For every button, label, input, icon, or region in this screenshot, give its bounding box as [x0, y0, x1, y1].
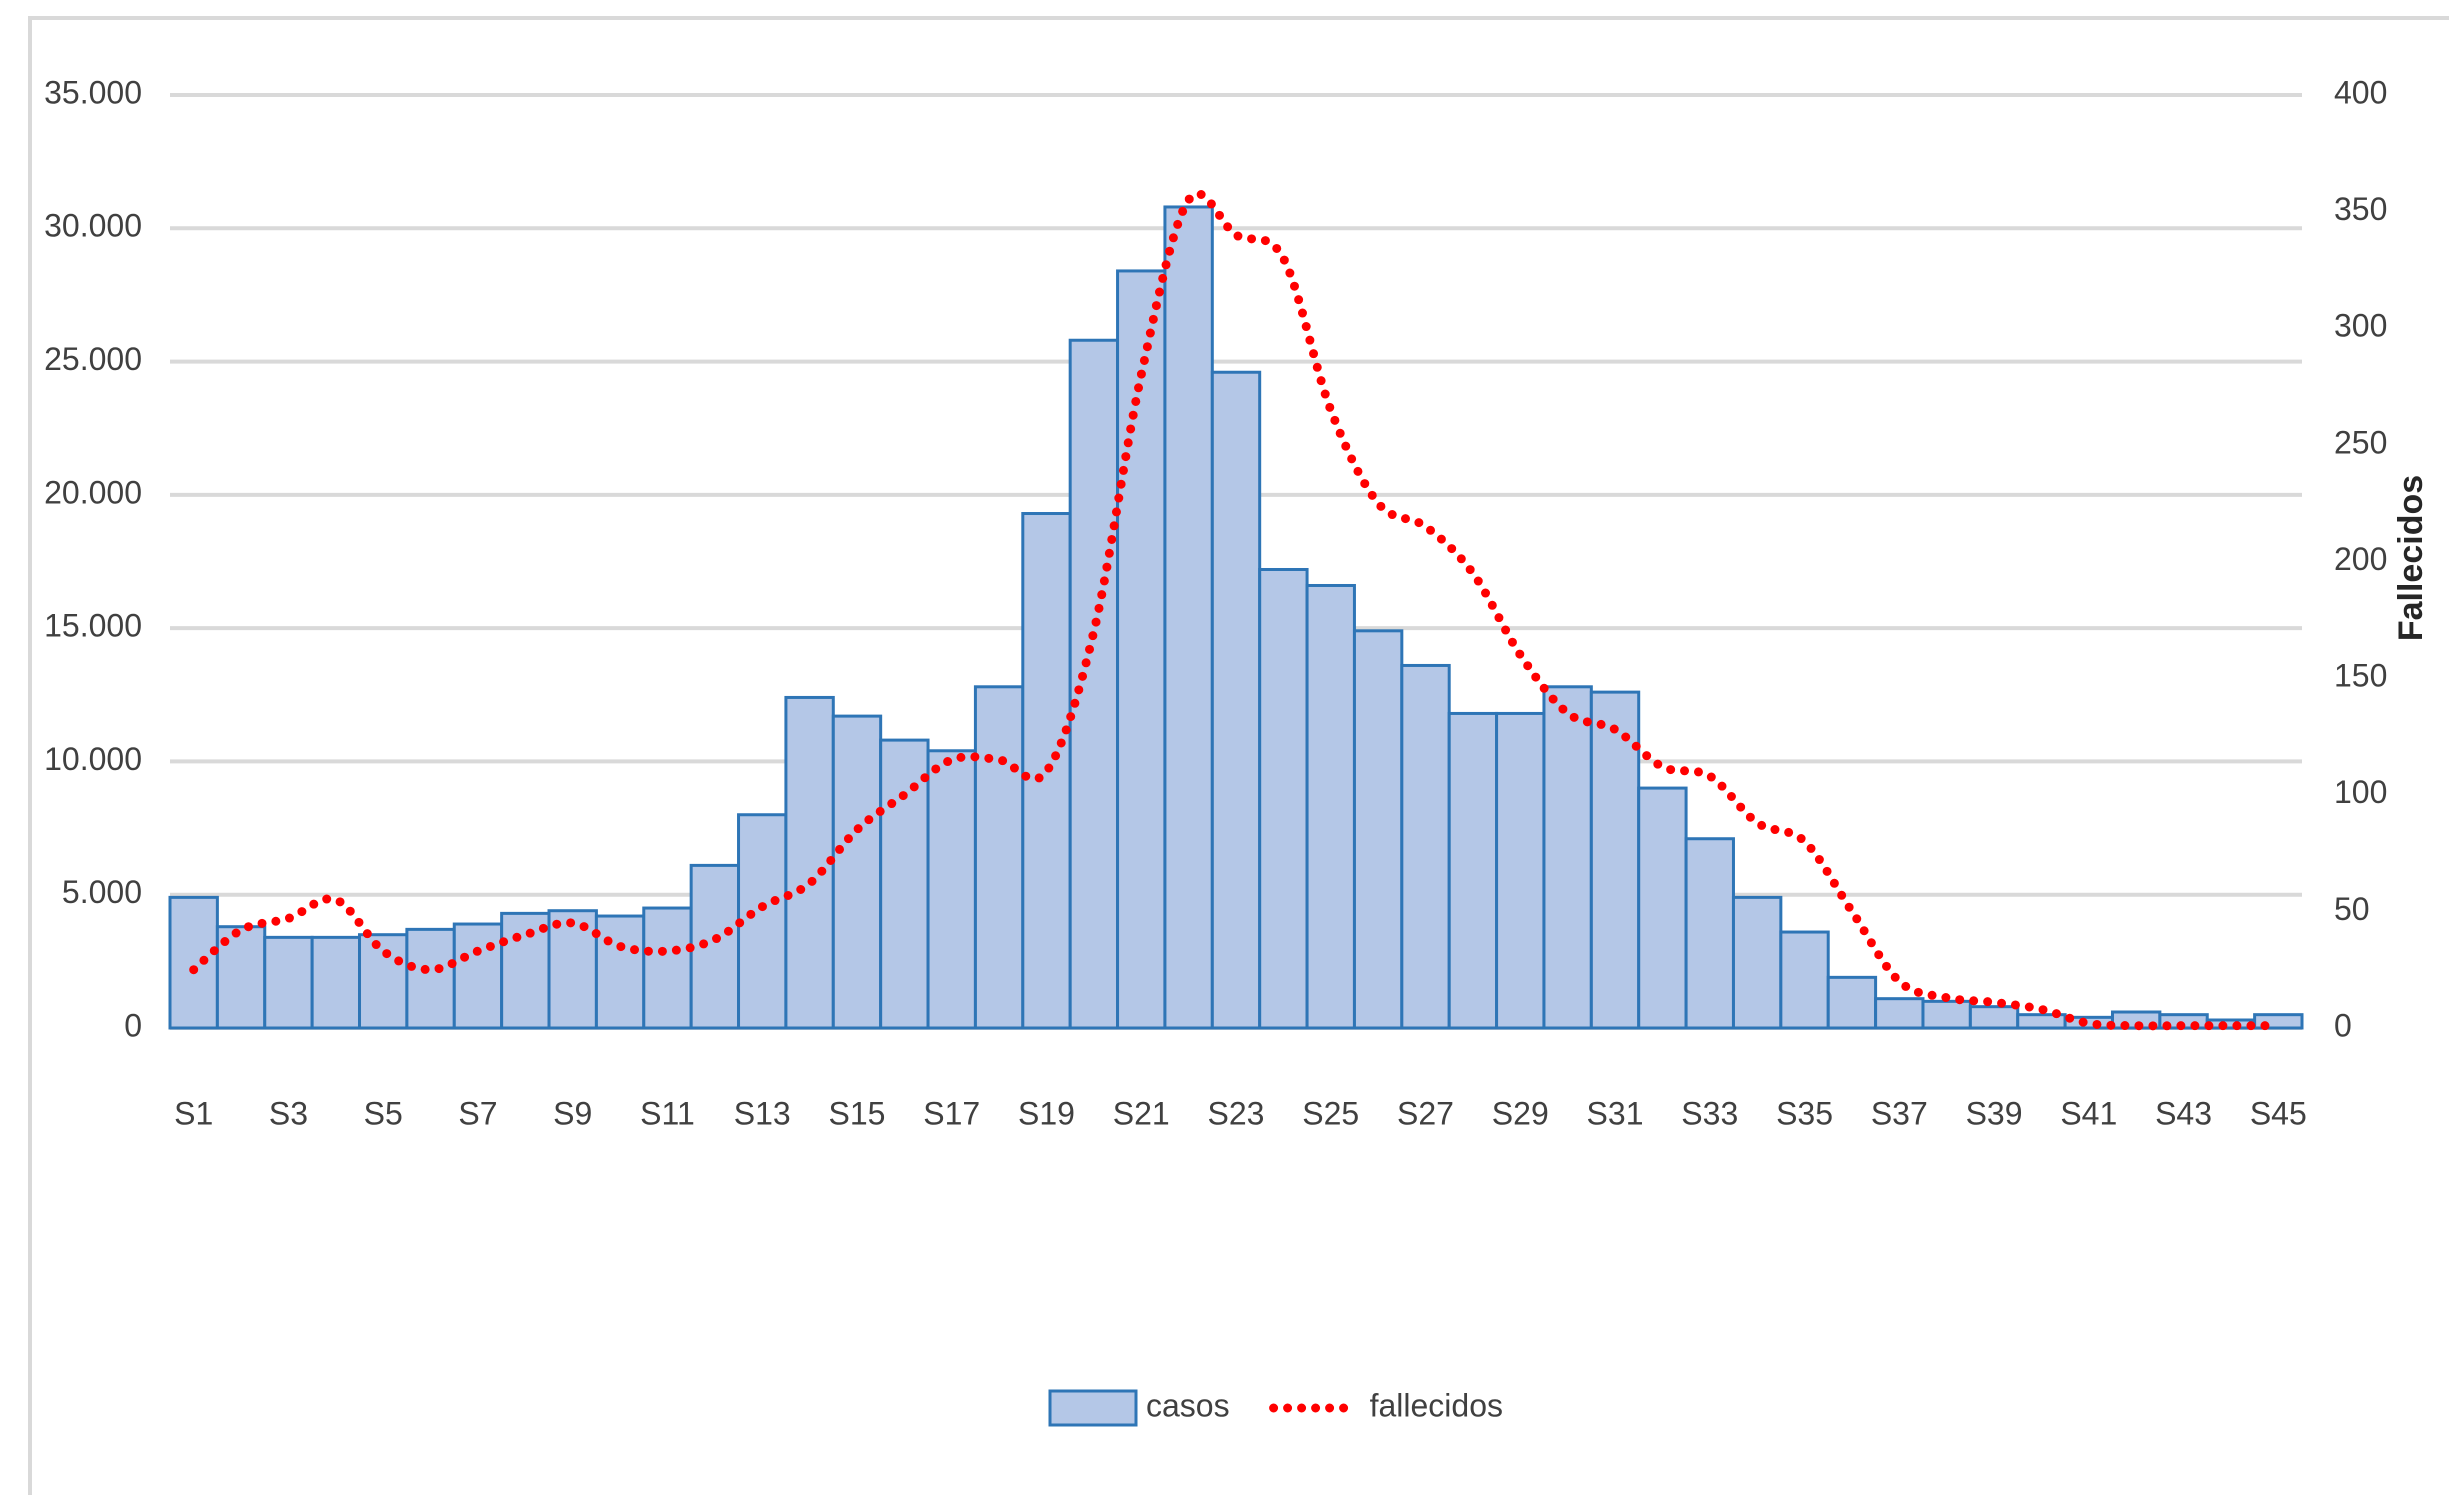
y-tick-label: 30.000 [44, 208, 142, 244]
bar [168, 895, 219, 1030]
y-tick-label: 25.000 [44, 341, 142, 377]
legend-swatch [1048, 1389, 1138, 1427]
bar [1637, 786, 1688, 1030]
legend-label: fallecidos [1370, 1387, 1503, 1423]
bar [500, 911, 551, 1030]
legend-label: casos [1146, 1387, 1230, 1423]
x-tick-label: S3 [269, 1095, 308, 1131]
bar [689, 863, 741, 1030]
x-tick-label: S9 [553, 1095, 592, 1131]
bar [1874, 997, 1925, 1030]
bar [1447, 711, 1499, 1030]
bar [1826, 975, 1878, 1030]
bar [1163, 205, 1214, 1030]
bar [973, 685, 1025, 1030]
x-tick-label: S21 [1113, 1095, 1170, 1131]
y2-tick-label: 400 [2334, 74, 2387, 110]
bar [642, 906, 693, 1030]
y2-tick-label: 200 [2334, 541, 2387, 577]
y2-tick-label: 250 [2334, 424, 2387, 460]
bar [1495, 711, 1546, 1030]
y-tick-label: 0 [124, 1007, 142, 1043]
bar [879, 738, 930, 1030]
x-tick-label: S31 [1587, 1095, 1644, 1131]
y2-tick-label: 350 [2334, 191, 2387, 227]
bar [263, 935, 314, 1030]
bar [1352, 629, 1404, 1030]
x-tick-label: S11 [640, 1095, 695, 1131]
bar [784, 695, 835, 1030]
x-tick-label: S5 [364, 1095, 403, 1131]
y-tick-label: 20.000 [44, 474, 142, 510]
bar [452, 922, 504, 1030]
bar [1210, 370, 1262, 1030]
bar [1779, 930, 1830, 1030]
bar [405, 927, 456, 1030]
bar [1116, 269, 1167, 1030]
x-tick-label: S17 [923, 1095, 980, 1131]
bar [1731, 895, 1783, 1030]
y2-tick-label: 100 [2334, 774, 2387, 810]
bar [1400, 663, 1451, 1030]
bar [547, 909, 598, 1030]
x-tick-label: S41 [2060, 1095, 2117, 1131]
x-tick-label: S19 [1018, 1095, 1075, 1131]
x-tick-label: S45 [2250, 1095, 2307, 1131]
y-tick-label: 15.000 [44, 608, 142, 644]
bar [1589, 690, 1641, 1030]
bar [1684, 837, 1735, 1030]
bar [1921, 999, 1972, 1030]
bar [926, 749, 977, 1030]
y-tick-label: 5.000 [62, 874, 142, 910]
bar [831, 714, 883, 1030]
y2-tick-label: 50 [2334, 891, 2370, 927]
y-tick-label: 35.000 [44, 74, 142, 110]
line [189, 189, 2283, 1031]
y2-axis-label: Fallecidos [2392, 475, 2430, 641]
y2-tick-label: 150 [2334, 658, 2387, 694]
chart-frame [28, 16, 2449, 1495]
x-tick-label: S1 [174, 1095, 213, 1131]
x-tick-label: S39 [1966, 1095, 2023, 1131]
x-tick-label: S27 [1397, 1095, 1454, 1131]
x-tick-label: S29 [1492, 1095, 1549, 1131]
x-tick-label: S15 [829, 1095, 886, 1131]
bar [594, 914, 646, 1030]
x-tick-label: S13 [734, 1095, 791, 1131]
y2-tick-label: 300 [2334, 308, 2387, 344]
y-tick-label: 10.000 [44, 741, 142, 777]
bar [737, 813, 788, 1030]
x-tick-label: S43 [2155, 1095, 2212, 1131]
y2-tick-label: 0 [2334, 1007, 2352, 1043]
x-tick-label: S23 [1208, 1095, 1265, 1131]
x-tick-label: S25 [1302, 1095, 1359, 1131]
bar [1542, 685, 1593, 1030]
bar [358, 933, 409, 1030]
bar [1068, 338, 1120, 1030]
bar [1968, 1005, 2020, 1030]
x-tick-label: S35 [1776, 1095, 1833, 1131]
bar [1258, 567, 1309, 1030]
x-tick-label: S33 [1681, 1095, 1738, 1131]
x-tick-label: S7 [458, 1095, 497, 1131]
bar [1305, 583, 1356, 1030]
x-tick-label: S37 [1871, 1095, 1928, 1131]
bar [310, 935, 362, 1030]
